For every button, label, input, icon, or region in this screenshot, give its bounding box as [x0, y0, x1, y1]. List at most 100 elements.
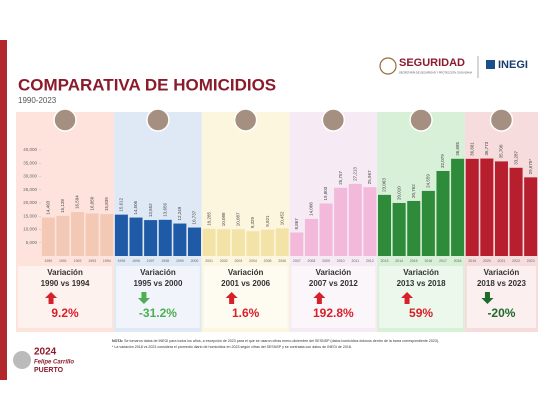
variation-change: 1.6%: [232, 306, 260, 320]
x-tick-label: 2017: [439, 259, 447, 263]
variation-change: -31.2%: [139, 306, 177, 320]
bar: [290, 232, 304, 256]
bar: [217, 229, 231, 256]
bar: [421, 190, 435, 256]
value-label: 32,079: [440, 154, 445, 168]
variation-change: 192.8%: [313, 306, 354, 320]
variation-arrow: [481, 292, 494, 304]
value-label: 10,088: [221, 212, 226, 226]
value-label: 10,737: [192, 210, 197, 224]
bar: [480, 158, 494, 256]
bar: [85, 213, 99, 256]
value-label: 13,552: [148, 203, 153, 217]
x-tick-label: 2001: [205, 259, 213, 263]
bar: [304, 218, 318, 256]
bar: [71, 212, 85, 256]
value-label: 15,128: [60, 199, 65, 213]
emblem: [379, 57, 397, 75]
bar: [465, 158, 479, 256]
portrait: [146, 108, 170, 132]
x-tick-label: 2007: [293, 259, 301, 263]
portrait: [409, 108, 433, 132]
value-label: 20,762: [411, 184, 416, 198]
x-tick-label: 1997: [147, 259, 155, 263]
bar: [334, 187, 348, 256]
value-label: 12,249: [177, 206, 182, 220]
bar: [231, 229, 245, 256]
y-tick-label: 5,000: [26, 240, 38, 245]
bar: [187, 227, 201, 256]
x-tick-label: 2005: [264, 259, 272, 263]
x-tick-label: 2003: [234, 259, 242, 263]
x-tick-label: 2002: [220, 259, 228, 263]
variation-range: 1990 vs 1994: [41, 279, 90, 288]
bar: [363, 187, 377, 256]
variation-change: 59%: [409, 306, 433, 320]
x-tick-label: 2004: [249, 259, 257, 263]
x-tick-label: 2021: [498, 259, 506, 263]
logo-name: Felipe Carrillo: [34, 360, 74, 366]
x-tick-label: 2006: [278, 259, 286, 263]
bar: [494, 161, 508, 256]
y-tick-label: 15,000: [23, 213, 37, 218]
x-tick-label: 1998: [161, 259, 169, 263]
agency-logo: SEGURIDAD SECRETARÍA DE SEGURIDAD Y PROT…: [379, 57, 472, 75]
logo-year: 2024: [34, 347, 57, 358]
variation-range: 2018 vs 2023: [477, 279, 526, 288]
bar: [56, 215, 70, 256]
value-label: 9,921: [265, 215, 270, 227]
variation-range: 2007 vs 2012: [309, 279, 358, 288]
value-label: 19,803: [323, 186, 328, 200]
x-tick-label: 1994: [103, 259, 111, 263]
x-tick-label: 2019: [468, 259, 476, 263]
bar: [144, 220, 158, 256]
x-tick-label: 2011: [352, 259, 360, 263]
bar: [129, 217, 143, 256]
x-tick-label: 1991: [59, 259, 67, 263]
x-tick-label: 1999: [176, 259, 184, 263]
institute-name: INEGI: [498, 59, 528, 71]
variation-range: 2013 vs 2018: [397, 279, 446, 288]
value-label: 14,006: [309, 202, 314, 216]
bar: [158, 219, 172, 256]
bar: [348, 183, 362, 256]
variation-arrow: [401, 292, 414, 304]
value-label: 33,287: [513, 151, 518, 165]
note-lead: NOTA:: [112, 339, 123, 343]
variation-title: Variación: [140, 268, 176, 277]
y-tick-label: 35,000: [23, 160, 37, 165]
portrait: [489, 108, 514, 132]
chart-subtitle: 1990-2023: [18, 96, 57, 105]
bar: [451, 158, 465, 256]
note: NOTA: Se tomaron datos de INEGI para tod…: [112, 339, 439, 343]
value-label: 14,493: [45, 200, 50, 214]
x-tick-label: 2023: [527, 259, 535, 263]
x-tick-label: 1996: [132, 259, 140, 263]
y-tick-label: 10,000: [23, 227, 37, 232]
value-label: 8,867: [294, 218, 299, 230]
y-tick-label: 20,000: [23, 200, 37, 205]
variation-panel: [18, 266, 113, 328]
x-tick-label: 2020: [483, 259, 491, 263]
portrait: [13, 351, 31, 369]
bar: [275, 228, 289, 256]
bar: [407, 200, 421, 256]
value-label: 36,685: [455, 142, 460, 156]
x-tick-label: 2018: [454, 259, 462, 263]
value-label: 24,559: [426, 174, 431, 188]
chart-title: COMPARATIVA DE HOMICIDIOS: [18, 75, 276, 94]
value-label: 14,505: [133, 200, 138, 214]
agency-subtitle: SECRETARÍA DE SEGURIDAD Y PROTECCIÓN CIU…: [399, 70, 472, 75]
variation-title: Variación: [316, 268, 352, 277]
bar: [202, 228, 216, 256]
x-tick-label: 2022: [512, 259, 520, 263]
bar: [509, 167, 523, 256]
bar: [173, 223, 187, 256]
footer-logo: 2024 Felipe Carrillo PUERTO: [13, 347, 74, 374]
x-tick-label: 1990: [44, 259, 52, 263]
x-tick-label: 1993: [88, 259, 96, 263]
y-tick-label: 40,000: [23, 147, 37, 152]
value-label: 36,773: [484, 141, 489, 155]
value-label: 25,757: [338, 170, 343, 184]
